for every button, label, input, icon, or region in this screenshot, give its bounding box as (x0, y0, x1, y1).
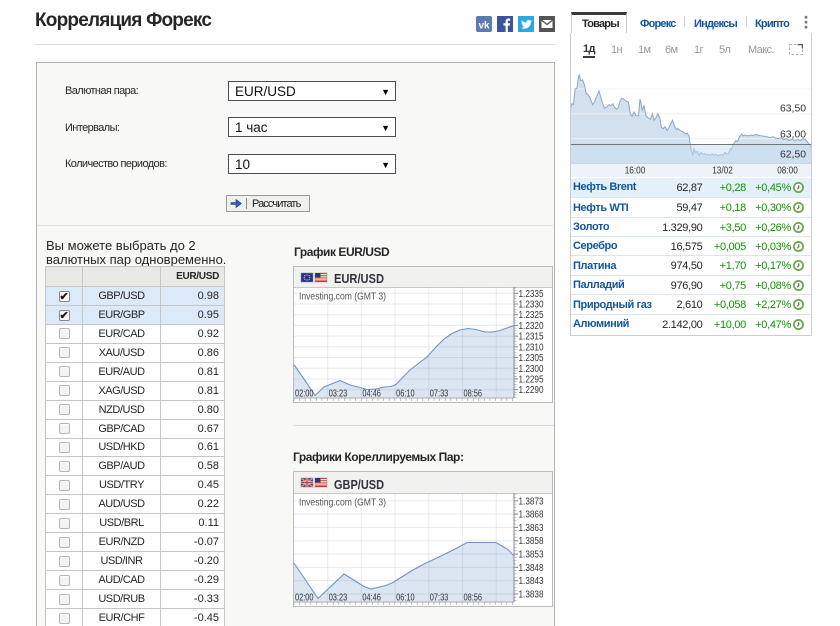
svg-text:02:00: 02:00 (295, 389, 314, 400)
svg-text:1.2325: 1.2325 (519, 310, 544, 321)
svg-text:1.2305: 1.2305 (519, 353, 544, 364)
svg-text:1.2295: 1.2295 (519, 374, 544, 385)
svg-text:06:10: 06:10 (396, 389, 415, 400)
svg-text:1.2330: 1.2330 (519, 300, 544, 311)
svg-text:63,00: 63,00 (780, 130, 806, 141)
svg-text:63,50: 63,50 (780, 104, 806, 115)
svg-text:1.3863: 1.3863 (519, 523, 544, 534)
svg-text:08:56: 08:56 (464, 593, 483, 604)
svg-text:03:23: 03:23 (329, 593, 348, 604)
svg-text:1.3858: 1.3858 (519, 536, 544, 547)
svg-text:1.2320: 1.2320 (519, 321, 544, 332)
svg-text:06:10: 06:10 (396, 593, 415, 604)
svg-text:1.3843: 1.3843 (519, 576, 544, 587)
svg-text:08:56: 08:56 (464, 389, 483, 400)
svg-text:08:00: 08:00 (777, 166, 798, 177)
svg-text:1.3868: 1.3868 (519, 510, 544, 521)
svg-text:1.2315: 1.2315 (519, 332, 544, 343)
svg-text:04:46: 04:46 (362, 389, 381, 400)
svg-text:EUR/USD: EUR/USD (334, 272, 384, 286)
svg-text:13/02: 13/02 (712, 166, 733, 177)
svg-text:03:23: 03:23 (329, 389, 348, 400)
svg-text:1.3853: 1.3853 (519, 550, 544, 561)
svg-text:GBP/USD: GBP/USD (334, 478, 384, 492)
svg-text:62,50: 62,50 (780, 150, 806, 161)
svg-text:16:00: 16:00 (625, 166, 646, 177)
svg-text:vk: vk (478, 21, 490, 32)
svg-text:Investing.com (GMT 3): Investing.com (GMT 3) (299, 497, 386, 509)
svg-text:1.2300: 1.2300 (519, 364, 544, 375)
svg-text:07:33: 07:33 (430, 389, 449, 400)
svg-text:1.3838: 1.3838 (519, 589, 544, 600)
svg-text:1.2310: 1.2310 (519, 342, 544, 353)
svg-text:1.3873: 1.3873 (519, 496, 544, 507)
svg-text:1.2290: 1.2290 (519, 385, 544, 396)
svg-text:02:00: 02:00 (295, 593, 314, 604)
svg-text:Investing.com (GMT 3): Investing.com (GMT 3) (299, 291, 386, 303)
svg-text:07:33: 07:33 (430, 593, 449, 604)
svg-text:1.3848: 1.3848 (519, 563, 544, 574)
svg-text:1.2335: 1.2335 (519, 289, 544, 300)
svg-text:04:46: 04:46 (362, 593, 381, 604)
